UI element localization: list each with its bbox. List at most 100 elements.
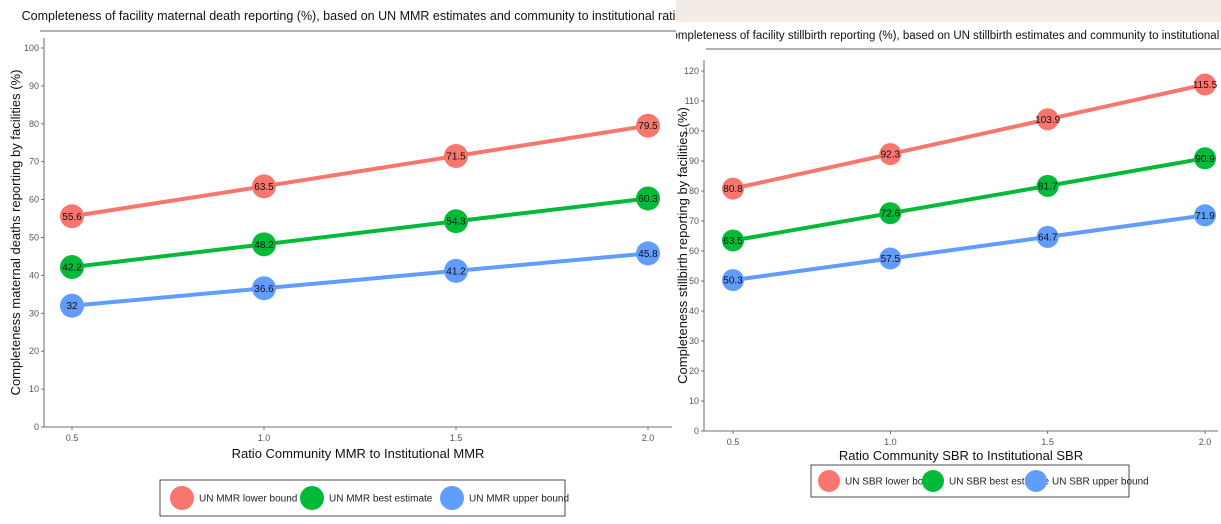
data-label: 64.7 [1038, 232, 1058, 243]
data-label: 81.7 [1038, 181, 1058, 192]
data-label: 50.3 [723, 276, 743, 287]
series-line [71, 251, 649, 308]
legend-item-label: UN SBR best estimate [949, 477, 1049, 488]
data-point [1194, 204, 1216, 227]
y-tick-label: 60 [29, 195, 39, 205]
data-label: 54.3 [446, 217, 466, 228]
data-point [1036, 108, 1059, 131]
y-axis-label: Completeness stillbirth reporting by fac… [676, 107, 690, 384]
x-tick-label: 1.0 [258, 433, 271, 443]
legend-swatch [922, 470, 944, 492]
x-tick-label: 1.5 [1041, 437, 1054, 447]
y-tick-label: 100 [684, 126, 699, 136]
data-point [636, 113, 660, 138]
y-tick-label: 30 [689, 336, 699, 346]
data-label: 41.2 [446, 266, 466, 277]
legend-item-label: UN MMR lower bound [199, 494, 297, 505]
stillbirth-chart-panel: Completeness of facility stillbirth repo… [676, 22, 1221, 524]
data-label: 36.6 [254, 284, 274, 295]
data-label: 63.5 [723, 236, 743, 247]
x-tick-label: 2.0 [1199, 437, 1212, 447]
data-label: 32 [66, 301, 78, 312]
data-label: 57.5 [881, 254, 901, 265]
data-label: 80.8 [723, 184, 743, 195]
data-label: 42.2 [62, 263, 82, 274]
data-point [722, 269, 744, 292]
x-axis-label: Ratio Community MMR to Institutional MMR [232, 446, 485, 461]
x-tick-label: 0.5 [66, 433, 79, 443]
y-tick-label: 120 [684, 66, 699, 76]
y-tick-label: 10 [689, 396, 699, 406]
data-label: 55.6 [62, 212, 82, 223]
data-label: 63.5 [254, 182, 274, 193]
data-point [444, 209, 468, 234]
legend-swatch [170, 486, 194, 510]
legend-box [810, 464, 1130, 498]
data-label: 60.3 [638, 194, 658, 205]
series-line [732, 156, 1206, 243]
data-point [1036, 225, 1059, 248]
x-tick-label: 2.0 [642, 433, 655, 443]
x-tick-label: 1.5 [450, 433, 463, 443]
y-tick-label: 80 [29, 119, 39, 129]
y-tick-label: 30 [29, 308, 39, 318]
y-tick-label: 70 [29, 157, 39, 167]
legend-box [159, 479, 566, 517]
data-point [879, 143, 902, 166]
chart-title: Completeness of facility stillbirth repo… [676, 30, 1221, 42]
maternal-death-chart: Completeness of facility maternal death … [8, 9, 676, 517]
data-point [1194, 147, 1216, 170]
data-point [636, 241, 660, 266]
data-point [722, 229, 744, 252]
data-label: 79.5 [638, 121, 658, 132]
legend-item-label: UN SBR upper bound [1052, 477, 1149, 488]
data-point [879, 202, 902, 225]
data-point [60, 204, 84, 229]
y-axis-label: Completeness maternal deaths reporting b… [8, 70, 23, 396]
series-line [71, 123, 649, 219]
chart-title: Completeness of facility maternal death … [22, 9, 676, 23]
data-point [444, 258, 468, 283]
x-tick-label: 1.0 [884, 437, 897, 447]
legend-swatch [300, 486, 324, 510]
data-point [444, 144, 468, 169]
y-tick-label: 80 [689, 186, 699, 196]
data-label: 45.8 [638, 249, 658, 260]
y-tick-label: 50 [689, 276, 699, 286]
legend-swatch [440, 486, 464, 510]
x-axis-label: Ratio Community SBR to Institutional SBR [839, 448, 1083, 463]
y-tick-label: 90 [689, 156, 699, 166]
y-tick-label: 60 [689, 246, 699, 256]
y-tick-label: 10 [29, 384, 39, 394]
data-point [252, 276, 276, 301]
data-point [879, 247, 902, 270]
data-point [1194, 73, 1216, 96]
data-label: 115.5 [1193, 80, 1218, 91]
data-point [1036, 174, 1059, 197]
data-label: 72.6 [881, 209, 901, 220]
data-label: 48.2 [254, 240, 274, 251]
legend-item-label: UN MMR best estimate [329, 494, 433, 505]
y-tick-label: 40 [689, 306, 699, 316]
legend-swatch [818, 470, 840, 492]
y-tick-label: 110 [685, 96, 699, 106]
series-line [732, 82, 1206, 191]
data-point [60, 255, 84, 280]
y-tick-label: 90 [29, 81, 39, 91]
y-tick-label: 20 [29, 346, 39, 356]
series-line [732, 213, 1206, 283]
series-line [71, 196, 649, 270]
legend-item-label: UN MMR upper bound [469, 494, 569, 505]
legend-item-label: UN SBR lower bound [845, 477, 940, 488]
y-tick-label: 0 [694, 426, 699, 436]
legend-swatch [1025, 470, 1047, 492]
data-point [252, 232, 276, 257]
y-tick-label: 100 [24, 43, 39, 53]
y-tick-label: 0 [34, 422, 39, 432]
data-label: 71.5 [446, 152, 466, 163]
data-point [636, 186, 660, 211]
maternal-death-chart-panel: Completeness of facility maternal death … [0, 0, 676, 524]
data-label: 90.9 [1195, 154, 1215, 165]
y-tick-label: 70 [689, 216, 699, 226]
data-label: 92.3 [881, 150, 901, 161]
